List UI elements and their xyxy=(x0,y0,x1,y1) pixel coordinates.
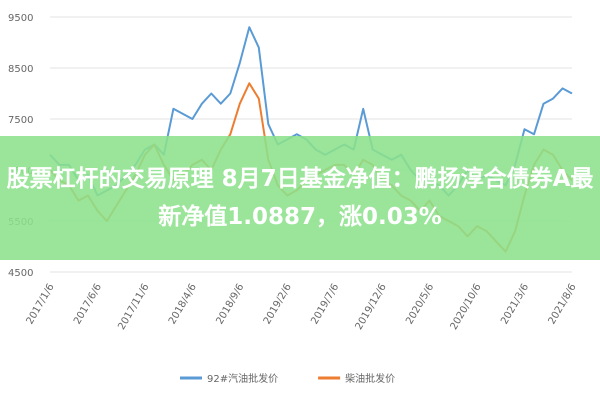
legend-label: 92#汽油批发价 xyxy=(207,372,278,385)
x-tick-label: 2021/3/6 xyxy=(499,282,531,326)
x-tick-label: 2017/1/6 xyxy=(25,282,57,326)
banner-title: 股票杠杆的交易原理 8月7日基金净值：鹏扬淳合债券A最新净值1.0887，涨0.… xyxy=(6,166,594,230)
y-tick-label: 9500 xyxy=(8,13,33,24)
x-tick-label: 2019/12/6 xyxy=(354,282,389,332)
x-tick-label: 2020/10/6 xyxy=(449,282,484,332)
y-tick-label: 4500 xyxy=(8,268,33,279)
x-tick-label: 2020/5/6 xyxy=(404,282,436,326)
x-tick-label: 2021/8/6 xyxy=(547,282,579,326)
x-tick-label: 2018/9/6 xyxy=(214,282,246,326)
legend-label: 柴油批发价 xyxy=(345,372,395,385)
x-tick-label: 2019/7/6 xyxy=(309,282,341,326)
x-tick-label: 2017/6/6 xyxy=(72,282,104,326)
x-tick-label: 2017/11/6 xyxy=(116,282,151,332)
y-tick-label: 8500 xyxy=(8,64,33,75)
banner: 股票杠杆的交易原理 8月7日基金净值：鹏扬淳合债券A最新净值1.0887，涨0.… xyxy=(0,136,600,260)
x-tick-label: 2018/4/6 xyxy=(167,282,199,326)
x-tick-label: 2019/2/6 xyxy=(262,282,294,326)
y-tick-label: 7500 xyxy=(8,115,33,126)
